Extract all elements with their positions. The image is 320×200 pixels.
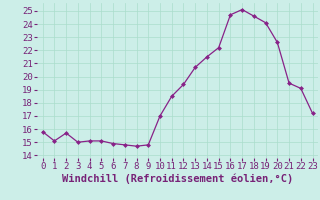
X-axis label: Windchill (Refroidissement éolien,°C): Windchill (Refroidissement éolien,°C) (62, 174, 293, 184)
